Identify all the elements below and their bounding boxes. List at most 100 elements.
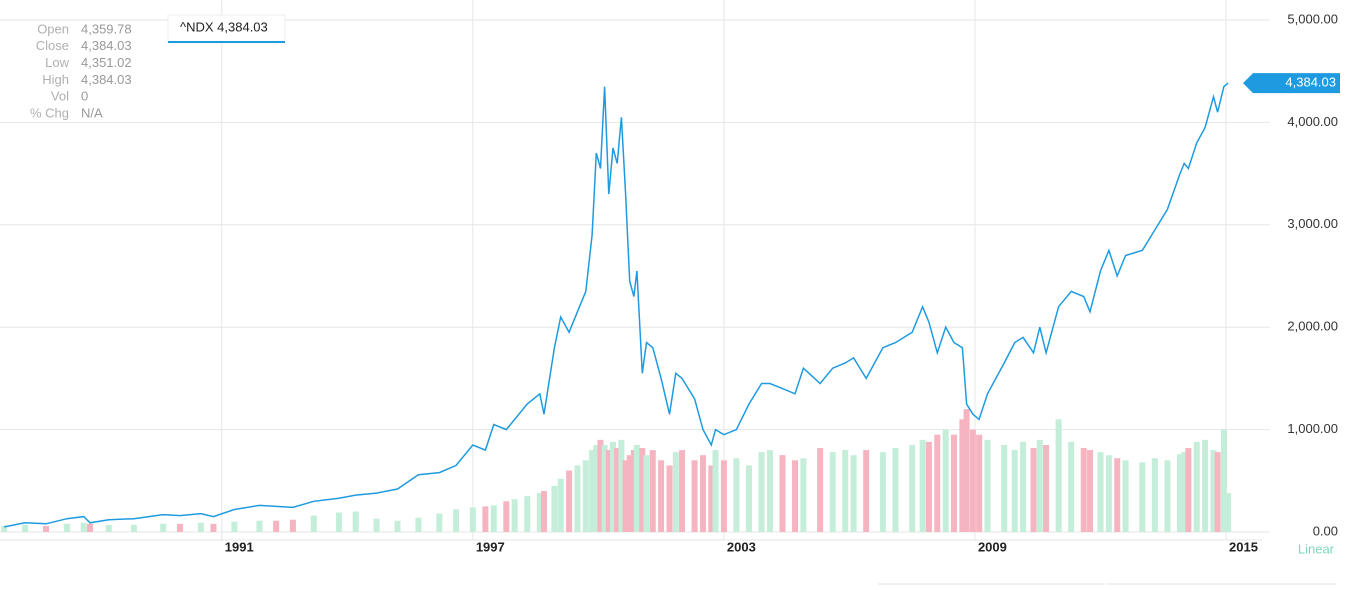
volume-bar xyxy=(415,517,422,532)
volume-bar xyxy=(649,450,656,532)
y-tick-label: 3,000.00 xyxy=(1287,216,1338,231)
volume-bar xyxy=(758,452,765,532)
last-value-label: 4,384.03 xyxy=(1285,75,1336,90)
volume-bar xyxy=(679,450,686,532)
volume-bar xyxy=(1185,448,1192,532)
volume-bar xyxy=(610,441,617,532)
volume-bar xyxy=(490,505,497,532)
volume-bar xyxy=(593,444,600,532)
volume-bar xyxy=(969,429,976,532)
volume-bar xyxy=(792,460,799,532)
volume-bar xyxy=(1193,441,1200,532)
volume-bar xyxy=(80,522,87,532)
x-tick-label: 2003 xyxy=(727,539,756,554)
volume-bar xyxy=(289,519,296,532)
volume-bar xyxy=(1225,493,1232,532)
volume-bar xyxy=(850,455,857,532)
volume-bar xyxy=(1105,455,1112,532)
volume-bar xyxy=(1011,450,1018,532)
y-tick-label: 5,000.00 xyxy=(1287,11,1338,26)
volume-bar xyxy=(176,523,183,532)
volume-bar xyxy=(626,455,633,532)
volume-bar xyxy=(273,520,280,532)
volume-bar xyxy=(879,452,886,532)
volume-bar xyxy=(335,512,342,532)
volume-bar xyxy=(524,496,531,532)
volume-bar xyxy=(1036,439,1043,532)
volume-bar xyxy=(1080,448,1087,532)
tooltip-label: ^NDX 4,384.03 xyxy=(180,19,268,34)
last-value-tag xyxy=(1243,73,1340,94)
info-label: Close xyxy=(36,38,69,53)
volume-bar xyxy=(643,455,650,532)
volume-bar xyxy=(925,441,932,532)
volume-bar xyxy=(842,450,849,532)
volume-bar xyxy=(863,450,870,532)
volume-bar xyxy=(1001,444,1008,532)
info-label: Low xyxy=(45,55,69,70)
volume-bar xyxy=(582,460,589,532)
volume-bar xyxy=(1097,452,1104,532)
volume-bar xyxy=(160,523,167,532)
volume-bar xyxy=(43,525,50,532)
volume-bar xyxy=(1214,452,1221,532)
volume-bar xyxy=(1043,444,1050,532)
info-value: 4,384.03 xyxy=(81,72,132,87)
volume-bar xyxy=(536,493,543,532)
info-value: 0 xyxy=(81,89,88,104)
tooltip-box xyxy=(167,14,286,43)
volume-bar xyxy=(352,511,359,532)
volume-bar xyxy=(708,465,715,532)
info-value: N/A xyxy=(81,105,103,120)
volume-bar xyxy=(691,460,698,532)
volume-bar xyxy=(766,450,773,532)
volume-bar xyxy=(511,499,518,532)
volume-bar xyxy=(1220,429,1227,532)
x-tick-label: 1991 xyxy=(225,539,254,554)
volume-bar xyxy=(551,485,558,532)
volume-bar xyxy=(453,509,460,532)
y-tick-label: 0.00 xyxy=(1313,523,1338,538)
volume-bar xyxy=(829,452,836,532)
volume-bar xyxy=(482,506,489,532)
volume-bar xyxy=(574,465,581,532)
volume-bar xyxy=(622,460,629,532)
y-tick-label: 2,000.00 xyxy=(1287,319,1338,334)
volume-bar xyxy=(394,520,401,532)
volume-bar xyxy=(817,448,824,532)
volume-bar xyxy=(951,434,958,532)
info-value: 4,384.03 xyxy=(81,38,132,53)
volume-bar xyxy=(934,434,941,532)
volume-bar xyxy=(942,429,949,532)
volume-bar xyxy=(1055,419,1062,532)
volume-bar xyxy=(712,450,719,532)
volume-bar xyxy=(614,448,621,532)
volume-bar xyxy=(745,465,752,532)
volume-bar xyxy=(1068,441,1075,532)
volume-bar xyxy=(720,460,727,532)
info-label: Vol xyxy=(51,89,69,104)
volume-bar xyxy=(666,465,673,532)
y-tick-label: 1,000.00 xyxy=(1287,421,1338,436)
volume-bar xyxy=(618,439,625,532)
volume-bar xyxy=(892,448,899,532)
volume-bar xyxy=(130,524,137,532)
volume-bar xyxy=(605,450,612,532)
volume-bar xyxy=(1,525,8,532)
volume-bar xyxy=(210,523,217,532)
volume-bar xyxy=(633,444,640,532)
x-tick-label: 2009 xyxy=(978,539,1007,554)
volume-bar xyxy=(566,470,573,532)
volume-bar xyxy=(733,458,740,532)
volume-bar xyxy=(1030,448,1037,532)
volume-bar xyxy=(469,507,476,532)
volume-bar xyxy=(1181,452,1188,532)
volume-bar xyxy=(601,444,608,532)
volume-bar xyxy=(373,518,380,532)
volume-bar xyxy=(658,460,665,532)
volume-bar xyxy=(86,523,93,532)
volume-bar xyxy=(503,501,510,532)
volume-bar xyxy=(1087,450,1094,532)
volume-bar xyxy=(597,439,604,532)
